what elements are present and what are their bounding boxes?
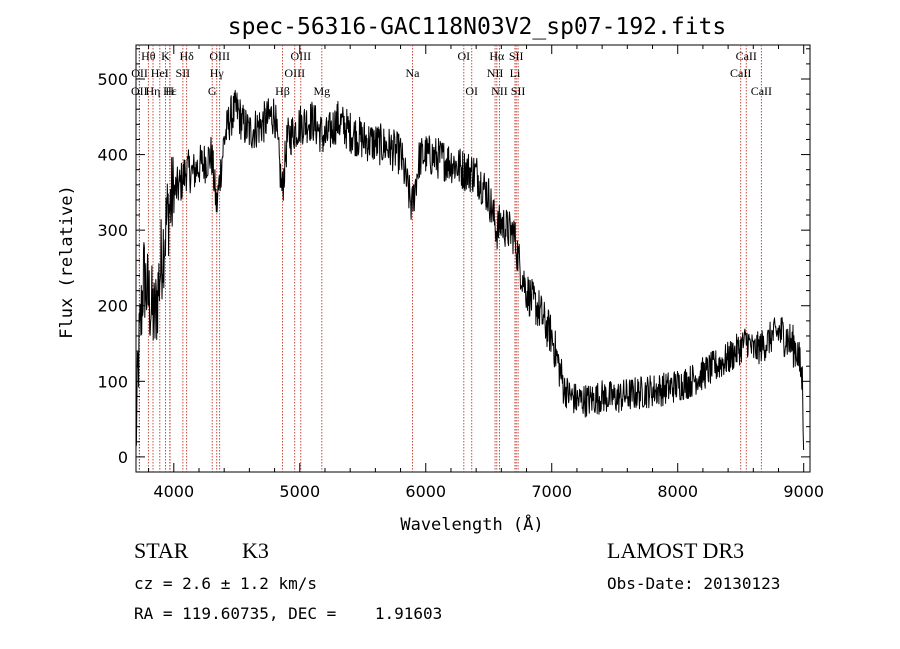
spectral-line-label: Mg	[313, 84, 330, 98]
spectral-line-label: Hθ	[141, 49, 156, 63]
x-tick-label: 4000	[153, 482, 194, 501]
spectral-line-label: Hβ	[275, 84, 290, 98]
spectral-line-labels: Hθ K Hδ OIII OIII OI Hα SII CaII OII HeI SII Hγ OIII N…	[131, 49, 772, 98]
spectral-line-label: CaII	[736, 49, 757, 63]
y-axis: 0 100 200 300 400 500	[97, 48, 810, 467]
x-axis: 4000 5000 6000 7000 8000 9000	[148, 45, 824, 501]
spectral-line-label: OII	[131, 66, 148, 80]
survey-name: LAMOST DR3	[607, 538, 745, 563]
spectral-line-label: Hε	[163, 84, 177, 98]
spectral-line-label: Hα	[489, 49, 505, 63]
spectral-line-label: OIII	[209, 49, 230, 63]
x-axis-label: Wavelength (Å)	[400, 513, 543, 535]
spectral-line-label: SII	[509, 49, 524, 63]
spectral-line-label: K	[161, 49, 170, 63]
y-tick-label: 100	[97, 372, 128, 391]
flux-line	[135, 89, 805, 451]
spectral-line-label: OI	[457, 49, 470, 63]
x-tick-label: 7000	[531, 482, 572, 501]
spectral-line-label: G	[208, 84, 217, 98]
x-tick-label: 5000	[279, 482, 320, 501]
spectral-line-label: CaII	[730, 66, 751, 80]
x-tick-label: 8000	[657, 482, 698, 501]
spectral-line-label: Li	[510, 66, 521, 80]
spectral-line-label: Hη	[146, 84, 161, 98]
flux-series	[135, 89, 805, 451]
spectral-line-label: SII	[176, 66, 191, 80]
obs-date: Obs-Date: 20130123	[607, 574, 781, 593]
spectral-line-label: OIII	[290, 49, 311, 63]
spectral-line-label: Hδ	[179, 49, 194, 63]
spectral-line-label: Na	[406, 66, 421, 80]
y-tick-label: 0	[118, 448, 128, 467]
y-axis-label: Flux (relative)	[57, 185, 77, 339]
spectral-line-label: NII	[491, 84, 508, 98]
object-subclass: K3	[242, 538, 269, 563]
y-tick-label: 300	[97, 221, 128, 240]
spectral-line-label: HeI	[151, 66, 169, 80]
y-tick-label: 200	[97, 297, 128, 316]
spectral-line-label: H	[165, 84, 174, 98]
spectral-line-label: NII	[487, 66, 504, 80]
y-tick-label: 500	[97, 70, 128, 89]
y-tick-label: 400	[97, 146, 128, 165]
spectral-line-label: CaII	[751, 84, 772, 98]
spectral-line-label: SII	[511, 84, 526, 98]
spectral-line-label: OI	[465, 84, 478, 98]
spectral-line-label: OIII	[284, 66, 305, 80]
spectral-line-label: Hγ	[210, 66, 225, 80]
x-tick-label: 9000	[783, 482, 824, 501]
x-tick-label: 6000	[405, 482, 446, 501]
coordinates: RA = 119.60735, DEC = 1.91603	[134, 604, 443, 623]
plot-frame	[135, 44, 811, 473]
chart-title: spec-56316-GAC118N03V2_sp07-192.fits	[228, 14, 727, 40]
spectral-line-label: OII	[131, 84, 148, 98]
spectral-line-markers	[138, 45, 762, 472]
redshift-cz: cz = 2.6 ± 1.2 km/s	[134, 574, 318, 593]
object-class: STAR	[134, 538, 189, 563]
